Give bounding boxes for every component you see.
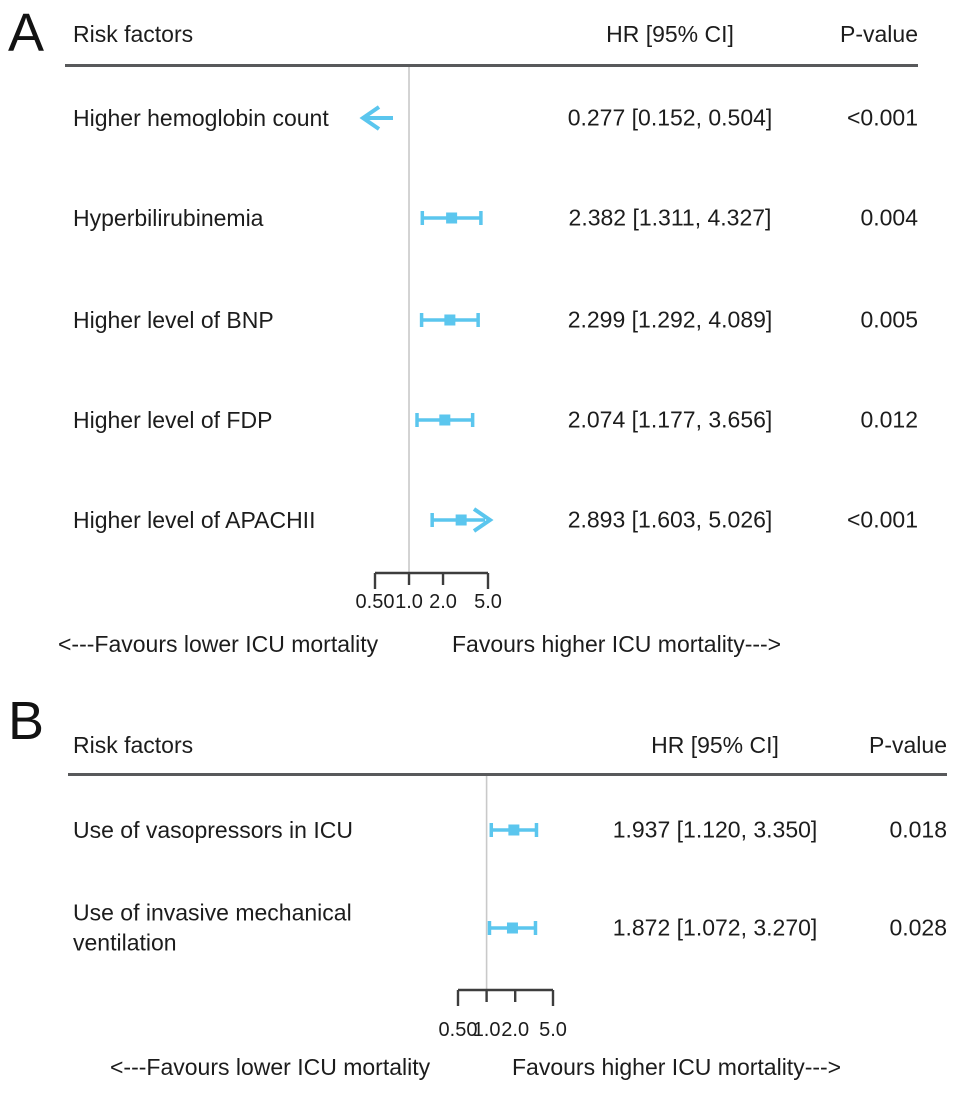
panel-a-header-rule [65,64,918,67]
hr-point-marker [506,922,518,934]
hr-point-marker [444,314,456,326]
hr-ci-value: 1.872 [1.072, 3.270] [612,914,818,941]
p-value: 0.018 [889,816,947,843]
p-value: 0.005 [860,306,918,333]
hr-point-marker [508,824,520,836]
hr-point-marker [446,212,458,224]
axis-tick-label: 5.0 [539,1019,567,1041]
axis-tick-label: 0.50 [355,591,395,613]
panel-b-column-risk-factors: Risk factors [73,732,194,758]
axis-tick-label: 2.0 [429,591,457,613]
hr-ci-value: 2.299 [1.292, 4.089] [567,306,773,333]
axis-tick-label: 2.0 [501,1019,530,1041]
p-value: 0.012 [860,406,918,433]
axis-tick-label: 1.0 [395,591,423,613]
offscale-left-arrow-icon [359,105,381,131]
panel-b-column-hr-ci: HR [95% CI] [651,732,779,758]
panel-a-favours-higher-label: Favours higher ICU mortality---> [452,631,782,657]
panel-a-column-risk-factors: Risk factors [73,21,194,47]
p-value: 0.028 [889,914,947,941]
panel-b-favours-higher-label: Favours higher ICU mortality---> [512,1054,842,1080]
panel-a-letter: A [8,3,45,63]
hr-point-marker [455,514,467,526]
offscale-right-arrow-icon [472,507,494,533]
hr-ci-value: 2.893 [1.603, 5.026] [567,506,773,533]
panel-b-letter: B [8,691,45,751]
hr-point-marker [439,414,451,426]
panel-b-column-p-value: P-value [869,732,947,758]
risk-factor-label: Higher level of BNP [73,306,274,333]
risk-factor-label: Higher level of APACHII [73,506,316,533]
risk-factor-label: Higher level of FDP [73,406,273,433]
axis-tick-label: 0.50 [438,1019,478,1041]
panel-a-favours-lower-label: <---Favours lower ICU mortality [58,631,379,657]
panel-b-header-rule [68,773,947,776]
risk-factor-label: Use of vasopressors in ICU [73,816,353,843]
p-value: <0.001 [847,104,918,131]
p-value: <0.001 [847,506,918,533]
panel-b-favours-lower-label: <---Favours lower ICU mortality [110,1054,431,1080]
hr-ci-value: 2.074 [1.177, 3.656] [567,406,773,433]
axis-tick-label: 5.0 [474,591,502,613]
panel-a-column-hr-ci: HR [95% CI] [606,21,734,47]
panel-a-column-p-value: P-value [840,21,918,47]
hr-ci-value: 2.382 [1.311, 4.327] [568,204,772,231]
hr-ci-value: 0.277 [0.152, 0.504] [567,104,773,131]
p-value: 0.004 [860,204,918,231]
risk-factor-label: Use of invasive mechanical ventilation [73,899,352,956]
risk-factor-label: Hyperbilirubinemia [73,204,264,231]
risk-factor-label: Higher hemoglobin count [73,104,329,131]
axis-tick-label: 1.0 [472,1019,501,1041]
hr-ci-value: 1.937 [1.120, 3.350] [612,816,818,843]
